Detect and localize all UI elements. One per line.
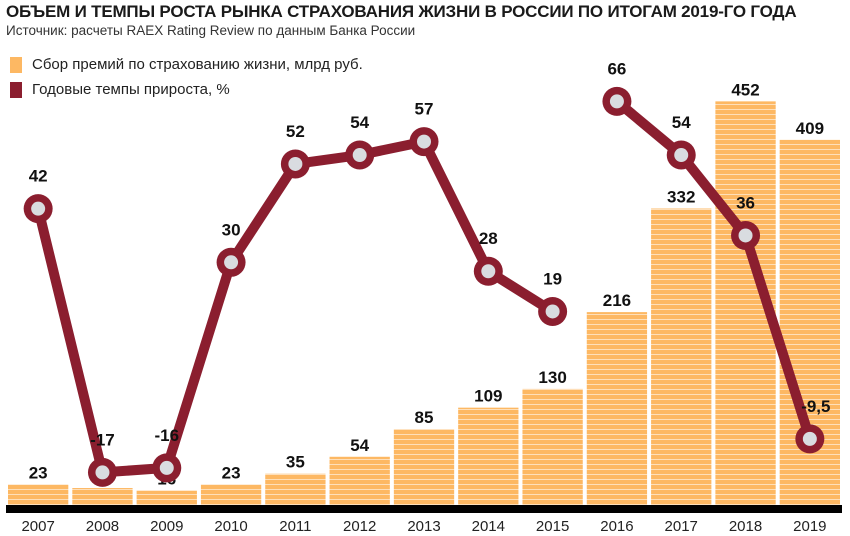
x-tick-2009: 2009: [150, 518, 183, 535]
growth-marker-center-2013: [417, 134, 431, 149]
growth-label-2007: 42: [29, 167, 48, 186]
growth-marker-center-2012: [352, 148, 367, 163]
bar-label-2010: 23: [222, 463, 241, 482]
growth-marker-center-2018: [738, 228, 753, 243]
x-tick-2015: 2015: [536, 518, 569, 535]
legend-item-premiums: Сбор премий по страхованию жизни, млрд р…: [10, 56, 363, 73]
x-tick-2017: 2017: [665, 518, 698, 535]
growth-marker-center-2017: [674, 148, 689, 163]
bar-label-2017: 332: [667, 188, 695, 207]
bar-2013: [393, 429, 455, 505]
bar-2015: [522, 388, 583, 505]
growth-label-2008: -17: [90, 430, 115, 449]
growth-label-2009: -16: [154, 426, 179, 445]
bar-2007: [8, 484, 69, 505]
x-tick-2010: 2010: [214, 518, 247, 535]
legend-swatch-line: [10, 81, 22, 98]
bar-label-2018: 452: [731, 80, 759, 99]
growth-label-2010: 30: [222, 220, 241, 239]
growth-marker-center-2016: [609, 94, 624, 109]
growth-marker-center-2009: [159, 460, 174, 475]
bar-label-2019: 409: [796, 119, 824, 138]
growth-marker-center-2019: [802, 431, 817, 446]
bar-label-2013: 85: [415, 408, 434, 427]
chart-subtitle: Источник: расчеты RAEX Rating Review по …: [6, 23, 416, 38]
bar-2010: [200, 484, 262, 505]
growth-label-2014: 28: [479, 229, 498, 248]
legend-item-growth: Годовые темпы прироста, %: [10, 81, 230, 98]
chart-title: ОБЪЕМ И ТЕМПЫ РОСТА РЫНКА СТРАХОВАНИЯ ЖИ…: [6, 2, 797, 21]
growth-label-2015: 19: [543, 269, 562, 288]
growth-marker-center-2008: [95, 465, 110, 480]
growth-marker-center-2011: [288, 156, 303, 171]
growth-label-2012: 54: [350, 113, 369, 132]
bar-2012: [329, 456, 390, 505]
growth-label-2018: 36: [736, 193, 755, 212]
growth-label-2017: 54: [672, 113, 691, 132]
x-tick-2014: 2014: [472, 518, 505, 535]
bar-2008: [72, 488, 133, 505]
growth-marker-center-2010: [224, 255, 239, 270]
bar-label-2011: 35: [286, 453, 305, 472]
growth-marker-center-2015: [545, 304, 560, 319]
x-tick-2011: 2011: [279, 518, 311, 535]
bar-2017: [651, 208, 712, 506]
growth-line-segment-2: [611, 96, 815, 444]
x-tick-2012: 2012: [343, 518, 376, 535]
x-axis-baseline: [6, 505, 842, 513]
growth-label-2019: -9,5: [801, 397, 830, 416]
bar-label-2014: 109: [474, 387, 502, 406]
bar-label-2012: 54: [350, 436, 369, 455]
bar-label-2007: 23: [29, 463, 48, 482]
bar-label-2015: 130: [538, 368, 566, 387]
bar-2016: [586, 312, 648, 505]
bar-2014: [458, 407, 519, 505]
x-tick-2007: 2007: [21, 518, 54, 535]
x-tick-2013: 2013: [407, 518, 440, 535]
x-tick-2018: 2018: [729, 518, 762, 535]
legend-label-growth: Годовые темпы прироста, %: [32, 81, 230, 98]
growth-marker-center-2014: [481, 264, 496, 279]
bar-2011: [265, 473, 326, 505]
growth-label-2013: 57: [415, 100, 434, 119]
legend-label-premiums: Сбор премий по страхованию жизни, млрд р…: [32, 56, 363, 73]
bar-label-2016: 216: [603, 291, 631, 310]
growth-marker-center-2007: [31, 201, 46, 216]
x-tick-2019: 2019: [793, 518, 826, 535]
x-tick-2016: 2016: [600, 518, 633, 535]
x-tick-2008: 2008: [86, 518, 119, 535]
bar-2009: [136, 490, 197, 505]
legend-swatch-bars: [10, 56, 22, 73]
growth-label-2011: 52: [286, 122, 305, 141]
growth-label-2016: 66: [607, 59, 626, 78]
